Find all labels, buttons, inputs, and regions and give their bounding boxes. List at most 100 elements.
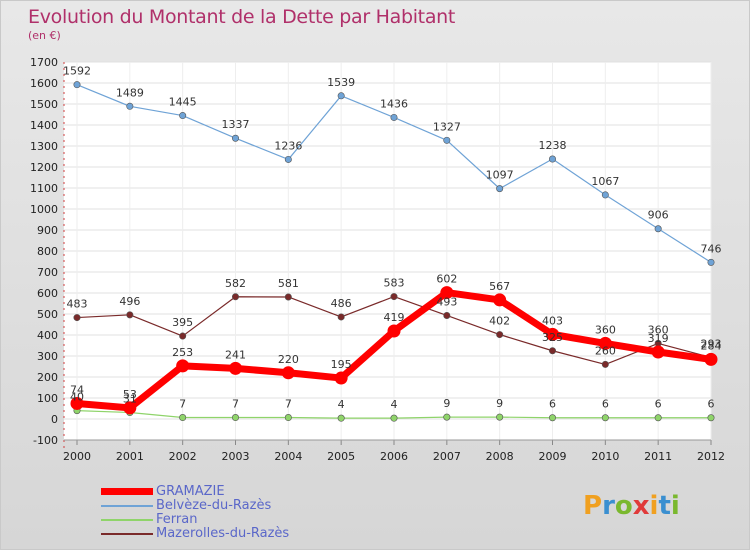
data-label: 195	[331, 358, 352, 371]
y-tick-label: 1700	[30, 56, 58, 69]
data-point	[284, 155, 292, 163]
x-tick-label: 2003	[222, 450, 250, 463]
x-tick-label: 2002	[169, 450, 197, 463]
y-tick-label: 1000	[30, 203, 58, 216]
data-label: 1436	[380, 97, 408, 110]
data-label: 360	[648, 323, 669, 336]
data-point	[387, 324, 401, 338]
data-label: 6	[708, 398, 715, 411]
y-tick-label: 900	[37, 224, 58, 237]
data-point	[179, 112, 187, 120]
data-point	[179, 332, 187, 340]
data-label: 40	[70, 391, 84, 404]
data-label: 293	[701, 337, 722, 350]
x-tick-label: 2005	[327, 450, 355, 463]
legend-swatch	[101, 505, 153, 507]
y-tick-label: 0	[51, 413, 58, 426]
data-label: 31	[123, 392, 137, 405]
data-label: 483	[67, 298, 88, 311]
data-label: 1067	[591, 175, 619, 188]
data-point	[179, 414, 187, 422]
y-tick-label: 700	[37, 266, 58, 279]
data-label: 253	[172, 346, 193, 359]
data-point	[601, 360, 609, 368]
data-label: 1097	[486, 169, 514, 182]
legend-swatch	[101, 519, 153, 521]
data-label: 241	[225, 348, 246, 361]
data-label: 220	[278, 353, 299, 366]
data-point	[707, 414, 715, 422]
legend-swatch	[101, 533, 153, 535]
data-label: 496	[119, 295, 140, 308]
x-tick-label: 2000	[63, 450, 91, 463]
data-label: 602	[436, 273, 457, 286]
data-point	[232, 293, 240, 301]
y-tick-label: 600	[37, 287, 58, 300]
data-point	[126, 311, 134, 319]
data-label: 4	[338, 398, 345, 411]
x-tick-label: 2011	[644, 450, 672, 463]
x-tick-label: 2009	[539, 450, 567, 463]
data-label: 1238	[539, 139, 567, 152]
y-tick-label: 100	[37, 392, 58, 405]
data-point	[598, 336, 612, 350]
data-point	[337, 313, 345, 321]
data-point	[284, 414, 292, 422]
data-point	[284, 293, 292, 301]
data-label: 360	[595, 323, 616, 336]
y-tick-label: 400	[37, 329, 58, 342]
data-point	[126, 102, 134, 110]
data-label: 325	[542, 331, 563, 344]
data-label: 74	[70, 383, 84, 396]
data-point	[601, 191, 609, 199]
data-point	[443, 413, 451, 421]
x-tick-label: 2008	[486, 450, 514, 463]
x-tick-label: 2012	[697, 450, 725, 463]
data-point	[707, 258, 715, 266]
data-point	[390, 113, 398, 121]
legend-label: Mazerolles-du-Razès	[156, 526, 290, 541]
data-point	[390, 293, 398, 301]
legend-label: Belvèze-du-Razès	[156, 498, 272, 513]
data-label: 583	[384, 277, 405, 290]
data-label: 6	[655, 398, 662, 411]
data-point	[70, 396, 84, 410]
data-point	[73, 314, 81, 322]
data-point	[496, 413, 504, 421]
data-label: 4	[391, 398, 398, 411]
data-label: 1539	[327, 76, 355, 89]
chart-title: Evolution du Montant de la Dette par Hab…	[28, 6, 456, 28]
data-label: 284	[701, 339, 722, 352]
legend-label: GRAMAZIE	[156, 484, 225, 499]
data-label: 9	[443, 397, 450, 410]
data-label: 746	[701, 242, 722, 255]
y-tick-label: 800	[37, 245, 58, 258]
data-point	[704, 352, 718, 366]
x-tick-label: 2001	[116, 450, 144, 463]
data-point	[390, 414, 398, 422]
data-point	[337, 92, 345, 100]
data-point	[493, 293, 507, 307]
x-tick-label: 2007	[433, 450, 461, 463]
data-point	[123, 401, 137, 415]
data-label: 402	[489, 315, 510, 328]
data-point	[548, 414, 556, 422]
data-label: 403	[542, 314, 563, 327]
data-label: 486	[331, 297, 352, 310]
data-label: 1592	[63, 65, 91, 78]
y-tick-label: 500	[37, 308, 58, 321]
data-point	[176, 359, 190, 373]
data-label: 493	[436, 295, 457, 308]
data-point	[443, 136, 451, 144]
y-tick-label: 300	[37, 350, 58, 363]
data-label: 319	[648, 332, 669, 345]
data-label: 1327	[433, 120, 461, 133]
data-point	[337, 414, 345, 422]
data-point	[496, 185, 504, 193]
x-tick-label: 2010	[591, 450, 619, 463]
data-label: 582	[225, 277, 246, 290]
data-label: 395	[172, 316, 193, 329]
data-label: 6	[602, 398, 609, 411]
data-point	[443, 311, 451, 319]
